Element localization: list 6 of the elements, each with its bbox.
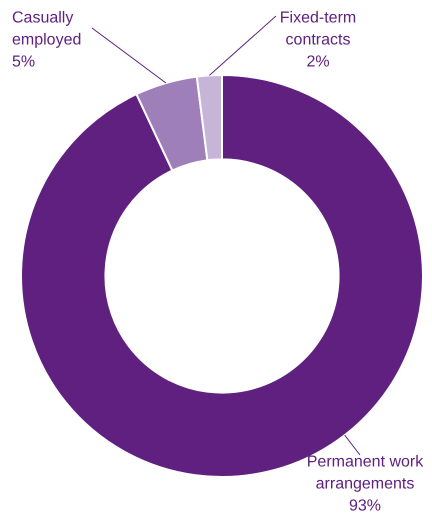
data-label: 93% [348,497,382,514]
data-label: 5% [12,53,36,70]
data-label: 2% [306,53,330,70]
slice-label: Casually employed [12,9,82,48]
slice-label: Permanent work arrangements [306,453,424,492]
slice-label: Fixed-term contracts [280,9,356,48]
